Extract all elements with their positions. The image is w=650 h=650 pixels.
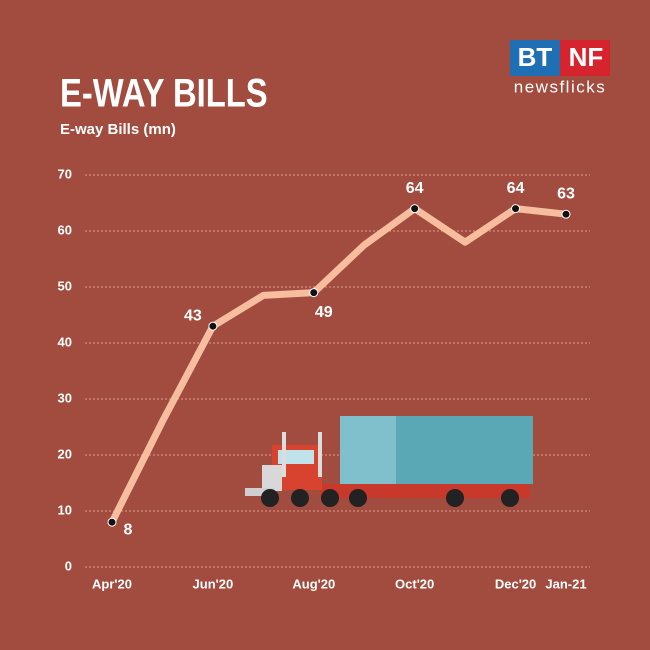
y-tick-label: 70 [58,166,72,181]
x-tick-label: Jan-21 [545,576,586,591]
axis-label: E-way Bills (mn) [60,121,176,138]
y-tick-label: 20 [58,446,72,461]
y-tick-label: 60 [58,222,72,237]
logo-text: BT [518,42,553,72]
data-label: 64 [507,180,525,197]
logo-text: NF [569,42,604,72]
data-line [108,205,570,526]
chart-title: E-WAY BILLS [60,70,268,115]
truck-illustration [245,416,533,507]
logo-box [510,40,560,76]
y-tick-label: 30 [58,390,72,405]
logo-box [560,40,610,76]
data-label: 8 [124,521,133,538]
data-label: 49 [315,304,333,321]
data-label: 43 [184,307,202,324]
x-tick-label: Oct'20 [395,576,434,591]
x-tick-label: Dec'20 [495,576,536,591]
y-tick-label: 10 [58,502,72,517]
data-point [511,204,521,214]
data-point [309,288,319,298]
y-tick-label: 40 [58,334,72,349]
logo-tagline: newsflicks [514,77,606,96]
data-label: 64 [406,180,424,197]
data-point [208,321,218,331]
y-tick-label: 50 [58,278,72,293]
data-label: 63 [557,185,575,202]
x-tick-label: Apr'20 [92,576,132,591]
x-tick-label: Aug'20 [292,576,335,591]
y-tick-label: 0 [65,558,72,573]
logo: BT NF newsflicks [510,40,610,96]
x-tick-label: Jun'20 [193,576,234,591]
data-point [561,209,571,219]
data-point [107,517,117,527]
data-point [410,204,420,214]
